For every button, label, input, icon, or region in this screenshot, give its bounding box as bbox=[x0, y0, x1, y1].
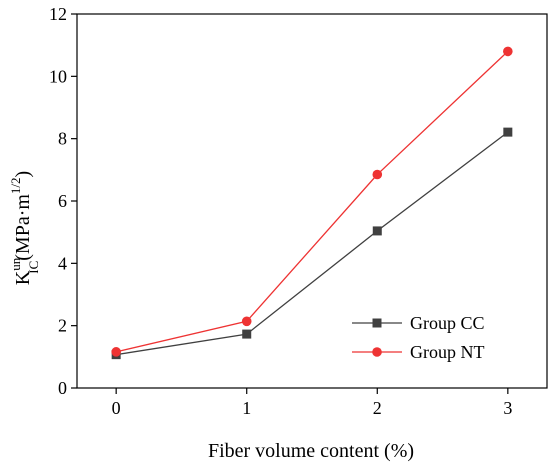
x-tick-label: 2 bbox=[373, 398, 382, 418]
series-group bbox=[111, 46, 513, 360]
x-tick-label: 3 bbox=[503, 398, 512, 418]
data-point-group-nt bbox=[372, 169, 383, 180]
x-tick-label: 0 bbox=[112, 398, 121, 418]
y-title-unit: (MPa·m bbox=[12, 194, 34, 261]
y-tick-label: 12 bbox=[49, 4, 67, 24]
legend-label-cc: Group CC bbox=[410, 313, 485, 333]
data-point-group-cc bbox=[372, 226, 382, 236]
y-tick-label: 4 bbox=[58, 253, 67, 273]
x-tick-label: 1 bbox=[242, 398, 251, 418]
y-title-sub: IC bbox=[26, 261, 41, 274]
legend-marker-nt bbox=[372, 347, 382, 357]
y-title-unit-exp: 1/2 bbox=[8, 177, 23, 194]
x-axis-title: Fiber volume content (%) bbox=[208, 440, 414, 462]
y-tick-label: 8 bbox=[58, 129, 67, 149]
y-tick-label: 10 bbox=[49, 66, 67, 86]
y-axis-title: Kun IC(MPa·m1/2) bbox=[8, 171, 41, 285]
data-point-group-nt bbox=[503, 46, 513, 57]
legend-label-nt: Group NT bbox=[410, 342, 485, 362]
legend: Group CC Group NT bbox=[352, 313, 485, 362]
y-tick-label: 6 bbox=[58, 191, 67, 211]
legend-marker-cc bbox=[372, 318, 382, 328]
y-tick-label: 2 bbox=[58, 316, 67, 336]
y-title-base: K bbox=[12, 270, 34, 285]
data-point-group-nt bbox=[111, 347, 121, 357]
series-line-group-cc bbox=[116, 131, 509, 356]
data-point-group-nt bbox=[241, 316, 252, 327]
y-title-unit-close: ) bbox=[12, 171, 34, 178]
series-line-group-nt bbox=[116, 50, 509, 353]
y-title-sup: un bbox=[8, 257, 23, 271]
y-tick-label: 0 bbox=[58, 378, 67, 398]
data-point-group-cc bbox=[503, 127, 513, 137]
data-point-group-cc bbox=[242, 329, 252, 339]
